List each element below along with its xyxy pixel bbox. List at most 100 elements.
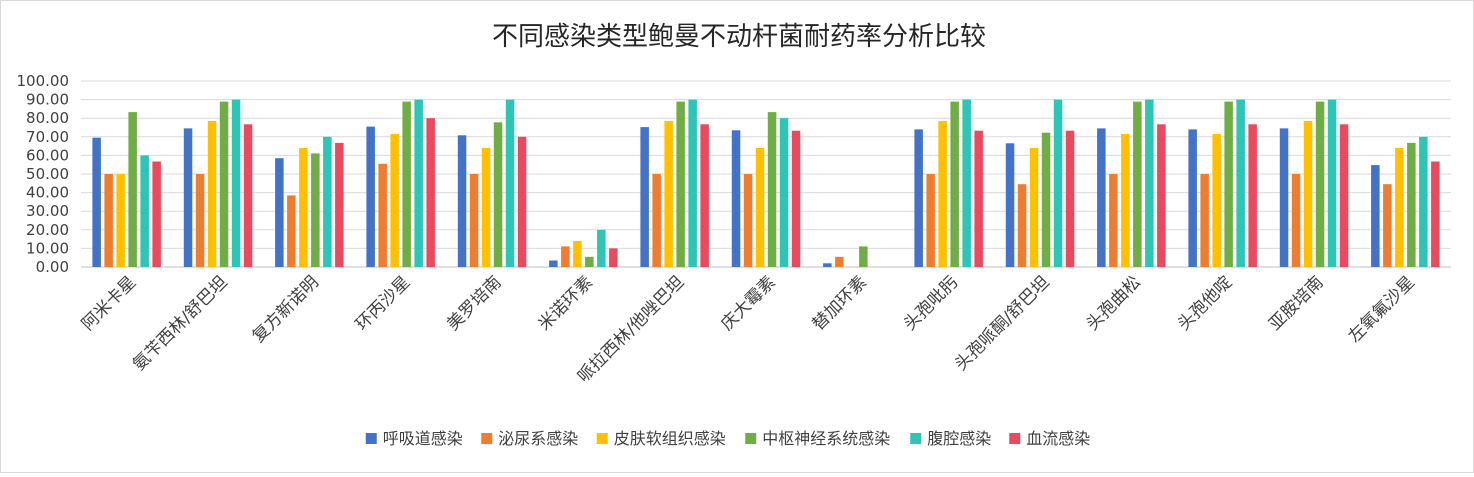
- legend-item: 呼吸道感染: [365, 429, 463, 448]
- bar: [1371, 165, 1380, 267]
- bar: [561, 246, 570, 267]
- bar: [1133, 101, 1142, 267]
- x-tick-label: 庆大霉素: [717, 272, 779, 334]
- bar: [1383, 184, 1392, 267]
- y-tick-label: 90.00: [26, 91, 69, 109]
- bar: [1248, 124, 1257, 267]
- bar: [116, 174, 125, 267]
- bar: [549, 260, 558, 267]
- bar: [1431, 161, 1440, 267]
- legend-item: 血流感染: [1009, 429, 1090, 448]
- y-tick-label: 40.00: [26, 184, 69, 202]
- bar: [457, 135, 467, 267]
- legend-swatch: [481, 433, 493, 444]
- bar: [1419, 136, 1428, 267]
- x-tick-label: 头孢吡肟: [900, 272, 962, 334]
- x-tick-label: 美罗培南: [443, 272, 505, 334]
- bar: [1029, 148, 1039, 267]
- bar: [791, 130, 801, 267]
- bar: [779, 118, 789, 267]
- bar: [597, 229, 606, 267]
- bar: [1188, 129, 1197, 267]
- bar: [859, 246, 868, 267]
- bar: [926, 174, 935, 267]
- bar: [390, 134, 399, 267]
- bar: [517, 136, 527, 267]
- x-tick-label: 头孢曲松: [1083, 272, 1145, 334]
- bar: [823, 263, 832, 267]
- legend-label: 腹腔感染: [927, 429, 991, 448]
- y-axis: 0.0010.0020.0030.0040.0050.0060.0070.008…: [17, 72, 70, 276]
- bar: [426, 118, 435, 267]
- legend: 呼吸道感染 泌尿系感染 皮肤软组织感染 中枢神经系统感染 腹腔感染 血流感染: [365, 429, 1090, 448]
- bar: [700, 124, 709, 267]
- bar: [676, 101, 685, 267]
- bar: [1200, 174, 1209, 267]
- legend-swatch: [745, 433, 757, 444]
- x-tick-label: 氨苄西林/舒巴坦: [129, 272, 231, 374]
- x-tick-label: 米诺环素: [535, 272, 597, 334]
- bar: [505, 99, 515, 267]
- bar: [140, 155, 149, 267]
- bar: [1005, 143, 1015, 267]
- bar: [1407, 142, 1416, 267]
- bar: [1339, 124, 1349, 267]
- bar: [469, 174, 479, 267]
- bar: [275, 158, 284, 267]
- x-tick-label: 头孢哌酮/舒巴坦: [951, 272, 1053, 374]
- bar: [609, 248, 618, 267]
- bar: [219, 101, 229, 267]
- y-tick-label: 10.00: [26, 239, 69, 257]
- bar: [743, 174, 753, 267]
- bar: [938, 121, 947, 267]
- bar: [493, 122, 503, 267]
- bar: [914, 129, 923, 267]
- bar: [1236, 99, 1245, 267]
- legend-item: 皮肤软组织感染: [596, 429, 726, 448]
- bar: [1315, 101, 1325, 267]
- bar: [1041, 132, 1051, 267]
- bar: [835, 256, 844, 267]
- bar: [1291, 174, 1301, 267]
- bar: [1145, 99, 1154, 267]
- y-tick-label: 30.00: [26, 202, 69, 220]
- legend-swatch: [910, 433, 922, 444]
- bar: [1303, 121, 1313, 267]
- legend-swatch: [365, 433, 377, 444]
- bar: [1121, 134, 1130, 267]
- legend-item: 腹腔感染: [910, 429, 991, 448]
- bar: [1395, 148, 1404, 267]
- bar: [962, 99, 971, 267]
- bar: [1065, 130, 1075, 267]
- bar: [299, 148, 308, 267]
- bar: [640, 127, 649, 267]
- legend-label: 呼吸道感染: [383, 429, 463, 448]
- bar: [1212, 134, 1221, 267]
- y-tick-label: 0.00: [36, 258, 69, 276]
- bar: [1109, 174, 1118, 267]
- y-tick-label: 100.00: [17, 72, 70, 90]
- bar: [92, 137, 101, 267]
- bar: [1017, 184, 1027, 267]
- x-tick-label: 环丙沙星: [352, 272, 414, 334]
- bar: [1053, 99, 1063, 267]
- y-tick-label: 50.00: [26, 165, 69, 183]
- bar: [573, 241, 582, 267]
- bar: [950, 101, 959, 267]
- legend-label: 中枢神经系统感染: [762, 429, 890, 448]
- x-tick-label: 头孢他啶: [1174, 272, 1236, 334]
- bar: [767, 112, 777, 267]
- bar: [664, 121, 673, 267]
- y-tick-label: 60.00: [26, 146, 69, 164]
- bar: [402, 101, 411, 267]
- bar: [414, 99, 423, 267]
- x-tick-label: 替加环素: [809, 272, 871, 334]
- bar: [974, 130, 983, 267]
- legend-swatch: [596, 433, 608, 444]
- y-tick-label: 80.00: [26, 109, 69, 127]
- bar: [104, 174, 113, 267]
- bar: [1327, 99, 1337, 267]
- bar: [378, 163, 387, 267]
- legend-item: 泌尿系感染: [481, 429, 578, 448]
